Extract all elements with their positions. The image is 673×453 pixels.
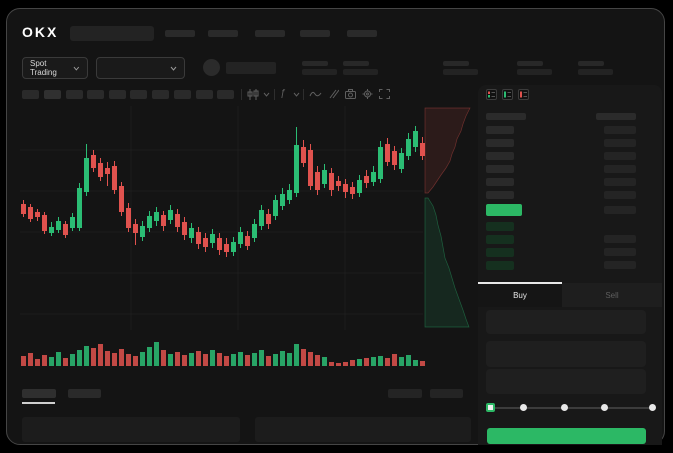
timeframe-skeleton[interactable]	[44, 90, 61, 99]
timeframe-skeleton[interactable]	[22, 90, 39, 99]
chevron-down-icon	[170, 66, 177, 71]
orderbook-header-skeleton	[596, 113, 636, 120]
slider-step-dot[interactable]	[561, 404, 568, 411]
price-chart[interactable]	[18, 104, 480, 370]
toolbar-divider	[274, 89, 275, 100]
market-type-selector[interactable]: Spot Trading	[22, 57, 88, 79]
drawing-wave-icon[interactable]	[309, 90, 322, 98]
price-field-skeleton[interactable]	[486, 310, 646, 334]
nav-item-skeleton[interactable]	[300, 30, 330, 37]
nav-item-skeleton[interactable]	[255, 30, 285, 37]
nav-item-skeleton[interactable]	[208, 30, 238, 37]
timeframe-skeleton[interactable]	[217, 90, 234, 99]
pair-name-skeleton	[226, 62, 276, 74]
filter-skeleton[interactable]	[388, 389, 422, 398]
sell-tab-label: Sell	[605, 290, 619, 300]
toolbar-divider	[303, 89, 304, 100]
orders-tab-skeleton[interactable]	[22, 389, 56, 398]
orderbook-view-bids-icon[interactable]	[502, 89, 513, 100]
buy-tab-label: Buy	[513, 290, 527, 300]
camera-icon[interactable]	[345, 89, 356, 99]
nav-item-skeleton[interactable]	[165, 30, 195, 37]
orders-panel-skeleton	[22, 417, 240, 442]
orders-panel-skeleton	[255, 417, 471, 442]
ticker-stat-skeleton	[517, 61, 552, 75]
sell-tab[interactable]: Sell	[562, 283, 662, 307]
brand-logo[interactable]: OKX	[22, 24, 59, 40]
chevron-down-icon	[73, 66, 80, 71]
timeframe-skeleton[interactable]	[196, 90, 213, 99]
orderbook-ask-row[interactable]	[478, 178, 662, 186]
orderbook-ask-row[interactable]	[478, 191, 662, 199]
buy-tab-underline	[478, 282, 562, 284]
ticker-stat-skeleton	[578, 61, 613, 75]
submit-buy-button[interactable]	[487, 428, 646, 444]
ticker-stat-skeleton	[343, 61, 378, 75]
orderbook-view-all-icon[interactable]	[486, 89, 497, 100]
orderbook-ask-row[interactable]	[478, 126, 662, 134]
orderbook-bid-row[interactable]	[478, 261, 662, 270]
slider-handle[interactable]	[486, 403, 495, 412]
buy-tab[interactable]: Buy	[478, 283, 562, 307]
slider-step-dot[interactable]	[520, 404, 527, 411]
timeframe-skeleton[interactable]	[109, 90, 126, 99]
orderbook-bid-row[interactable]	[478, 235, 662, 244]
chevron-down-icon[interactable]	[293, 92, 300, 97]
slider-step-dot[interactable]	[601, 404, 608, 411]
ticker-stat-skeleton	[302, 61, 337, 75]
candle-style-icon[interactable]	[247, 89, 259, 100]
timeframe-skeleton[interactable]	[174, 90, 191, 99]
market-type-label: Spot Trading	[30, 59, 57, 77]
amount-field-skeleton[interactable]	[486, 341, 646, 367]
pair-icon	[203, 59, 220, 76]
orderbook-view-asks-icon[interactable]	[518, 89, 529, 100]
timeframe-skeleton[interactable]	[87, 90, 104, 99]
nav-item-skeleton[interactable]	[347, 30, 377, 37]
slider-track	[489, 407, 655, 409]
fullscreen-icon[interactable]	[379, 89, 390, 99]
slider-step-dot[interactable]	[649, 404, 656, 411]
orderbook-bid-row[interactable]	[478, 222, 662, 231]
compare-lines-icon[interactable]	[328, 89, 339, 99]
timeframe-skeleton[interactable]	[130, 90, 147, 99]
search-skeleton[interactable]	[70, 26, 154, 41]
settings-gear-icon[interactable]	[362, 89, 373, 99]
chevron-down-icon[interactable]	[263, 92, 270, 97]
active-tab-underline	[22, 402, 55, 404]
timeframe-skeleton[interactable]	[66, 90, 83, 99]
last-price-badge	[486, 204, 522, 216]
pair-selector[interactable]	[96, 57, 185, 79]
indicators-icon[interactable]: ƒ	[280, 88, 286, 99]
timeframe-skeleton[interactable]	[152, 90, 169, 99]
filter-skeleton[interactable]	[430, 389, 463, 398]
toolbar-divider	[241, 89, 242, 100]
orderbook-ask-row[interactable]	[478, 139, 662, 147]
orderbook-ask-row[interactable]	[478, 152, 662, 160]
orderbook-ask-row[interactable]	[478, 165, 662, 173]
ticker-stat-skeleton	[443, 61, 478, 75]
orderbook-bid-row[interactable]	[478, 248, 662, 257]
amount-slider[interactable]	[486, 400, 658, 416]
total-field-skeleton[interactable]	[486, 369, 646, 394]
orderbook-header-skeleton	[486, 113, 526, 120]
orderbook-last-price-row[interactable]	[478, 204, 662, 216]
history-tab-skeleton[interactable]	[68, 389, 101, 398]
